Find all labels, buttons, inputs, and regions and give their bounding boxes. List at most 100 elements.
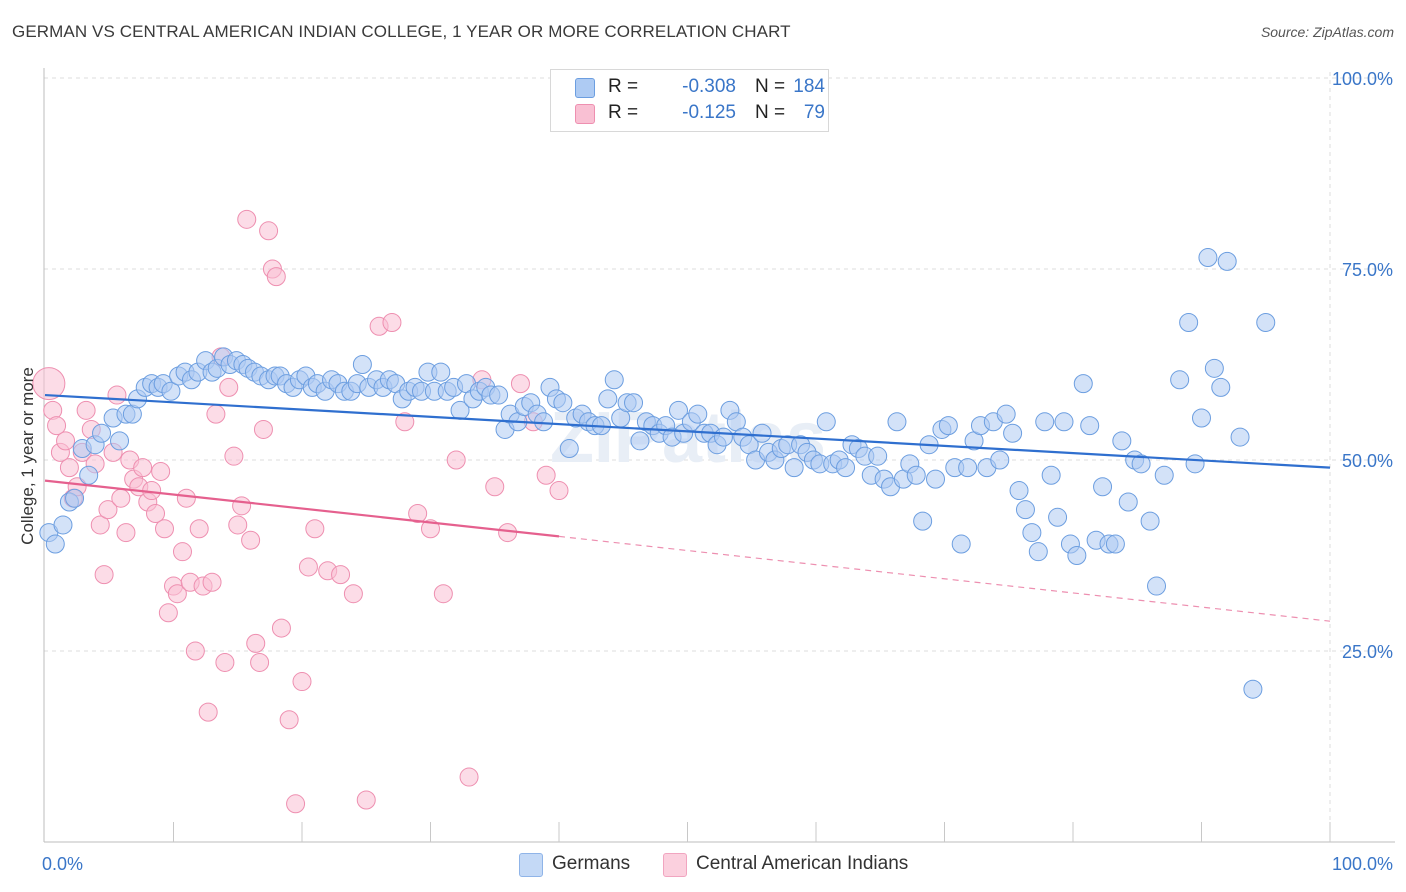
german-point	[110, 431, 130, 451]
tick-labels: 25.0% 50.0% 75.0% 100.0% 0.0% 100.0%	[42, 69, 1393, 874]
german-point	[938, 416, 958, 436]
german-point	[996, 404, 1016, 424]
chart-title: GERMAN VS CENTRAL AMERICAN INDIAN COLLEG…	[12, 22, 791, 41]
legend-n-value: 184	[793, 76, 825, 97]
legend-r-label: R =	[608, 102, 639, 123]
german-point	[1093, 477, 1113, 497]
german-point	[1154, 465, 1174, 485]
german-point	[1003, 423, 1023, 443]
legend-n-value: 79	[803, 102, 825, 123]
german-point	[1179, 312, 1199, 332]
german-point	[836, 458, 856, 478]
german-point	[1073, 374, 1093, 394]
central-american-indian-point	[232, 496, 252, 516]
central-american-indian-point	[228, 515, 248, 535]
central-american-indian-point	[107, 385, 127, 405]
x-tick-label: 100.0%	[1332, 854, 1393, 874]
central-american-indian-point	[549, 481, 569, 501]
central-american-indian-point	[266, 267, 286, 287]
legend-r-label: R =	[608, 76, 639, 97]
central-american-indian-point	[536, 465, 556, 485]
german-point	[431, 362, 451, 382]
central-american-indian-point	[356, 790, 376, 810]
central-swatch	[663, 853, 687, 877]
central-american-indian-point	[459, 767, 479, 787]
german-point	[1217, 251, 1237, 271]
german-point	[913, 511, 933, 531]
central-american-indian-point	[433, 584, 453, 604]
german-point	[79, 465, 99, 485]
central-american-indian-point	[202, 572, 222, 592]
german-point	[713, 427, 733, 447]
german-point	[958, 458, 978, 478]
central-american-indian-point	[146, 503, 166, 523]
germans-label: Germans	[552, 853, 631, 874]
legend-swatch-central	[575, 104, 595, 124]
central-american-indian-point	[155, 519, 175, 539]
central-american-indian-point	[133, 458, 153, 478]
y-tick-label: 25.0%	[1342, 642, 1393, 662]
central-american-indian-point	[111, 488, 131, 508]
german-point	[990, 450, 1010, 470]
central-american-indian-point	[241, 530, 261, 550]
central-trend-line-dashed	[558, 535, 1331, 622]
german-point	[1170, 370, 1190, 390]
german-point	[1080, 416, 1100, 436]
german-point	[669, 400, 689, 420]
central-american-indian-point	[343, 584, 363, 604]
german-point	[45, 534, 65, 554]
german-point	[868, 446, 888, 466]
german-point	[1041, 465, 1061, 485]
german-point	[624, 393, 644, 413]
central-label: Central American Indians	[696, 853, 909, 874]
central-american-indian-point	[305, 519, 325, 539]
y-tick-label: 50.0%	[1342, 451, 1393, 471]
central-american-indian-point	[286, 794, 306, 814]
legend-r-value: -0.125	[682, 102, 736, 123]
central-american-indian-point	[253, 419, 273, 439]
german-point	[887, 412, 907, 432]
central-american-indian-point	[215, 652, 235, 672]
central-american-indian-point	[331, 565, 351, 585]
central-american-indian-point	[151, 461, 171, 481]
germans-swatch	[519, 853, 543, 877]
german-point	[816, 412, 836, 432]
german-point	[1105, 534, 1125, 554]
central-american-indian-point	[421, 519, 440, 539]
central-american-indian-point	[189, 519, 209, 539]
german-point	[1204, 358, 1224, 378]
central-american-indian-point	[298, 557, 318, 577]
central-american-indian-point	[224, 446, 244, 466]
german-point	[1140, 511, 1160, 531]
central-american-indian-point	[382, 312, 402, 332]
german-point	[688, 404, 708, 424]
german-point	[559, 439, 579, 459]
central-american-indian-point	[47, 416, 67, 436]
central-american-indian-points	[32, 209, 569, 814]
central-american-indian-point	[98, 500, 118, 520]
german-point	[1230, 427, 1250, 447]
german-point	[1118, 492, 1138, 512]
german-point	[1211, 377, 1231, 397]
german-point	[1256, 312, 1276, 332]
central-american-indian-point	[167, 584, 187, 604]
german-point	[352, 355, 372, 374]
german-point	[906, 465, 926, 485]
central-american-indian-point	[250, 652, 270, 672]
german-point	[161, 381, 181, 401]
legend-swatch-germans	[575, 78, 595, 98]
german-trend-line	[44, 393, 1331, 469]
y-tick-label: 100.0%	[1332, 69, 1393, 89]
central-american-indian-point	[219, 377, 239, 397]
central-american-indian-point	[94, 565, 114, 585]
series-legend: Germans Central American Indians	[0, 852, 1406, 878]
central-american-indian-point	[32, 367, 66, 401]
german-point	[489, 385, 509, 405]
german-point	[630, 431, 650, 451]
legend-n-label: N =	[755, 76, 786, 97]
german-point	[1067, 546, 1087, 565]
y-tick-label: 75.0%	[1342, 260, 1393, 280]
central-american-indian-point	[172, 542, 192, 562]
central-american-indian-point	[198, 702, 218, 722]
